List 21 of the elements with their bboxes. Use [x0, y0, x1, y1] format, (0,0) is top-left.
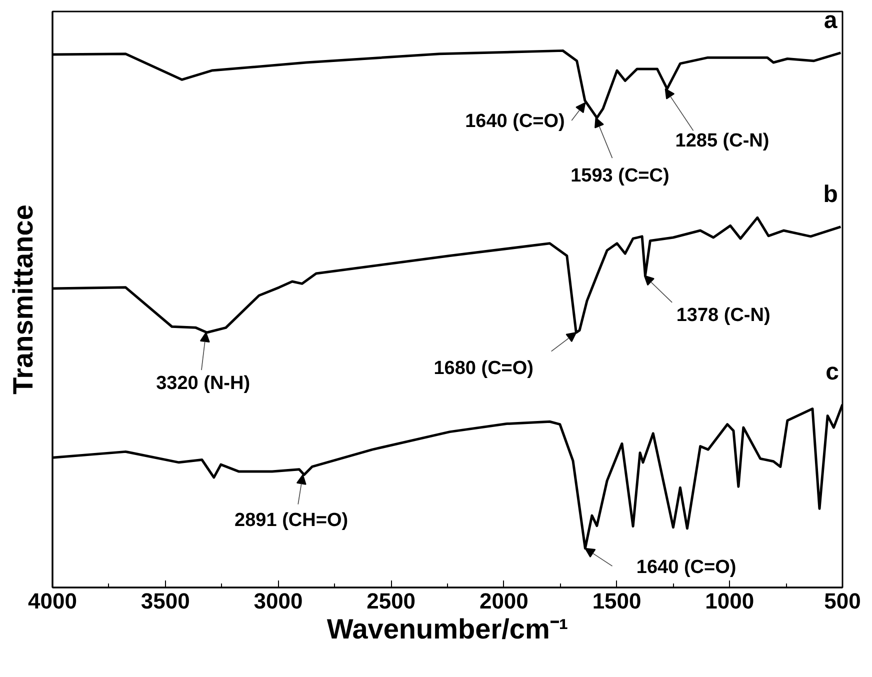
x-tick-label: 1500 — [592, 588, 642, 614]
annotation: 3320 (N-H) — [156, 373, 250, 394]
series-label: b — [823, 180, 838, 208]
annotation: 1680 (C=O) — [434, 358, 534, 379]
x-tick-label: 2000 — [479, 588, 528, 614]
annotation: 1640 (C=O) — [636, 557, 736, 578]
annotation: 1593 (C=C) — [570, 165, 670, 186]
x-tick-label: 1000 — [705, 588, 754, 614]
x-tick-label: 3500 — [140, 588, 190, 614]
annotation: 2891 (CH=O) — [234, 510, 348, 531]
x-tick-label: 500 — [824, 588, 861, 614]
x-tick-label: 4000 — [28, 588, 77, 614]
x-axis-title: Wavenumber/cm⁻¹ — [326, 614, 568, 644]
x-tick-label: 3000 — [254, 588, 303, 614]
series-label: a — [824, 7, 838, 34]
x-tick-label: 2500 — [366, 588, 416, 614]
y-axis-title: Transmittance — [8, 204, 38, 394]
annotation: 1378 (C-N) — [676, 304, 770, 326]
annotation: 1285 (C-N) — [675, 130, 770, 152]
annotation: 1640 (C=O) — [465, 111, 565, 132]
series-label: c — [826, 358, 840, 386]
